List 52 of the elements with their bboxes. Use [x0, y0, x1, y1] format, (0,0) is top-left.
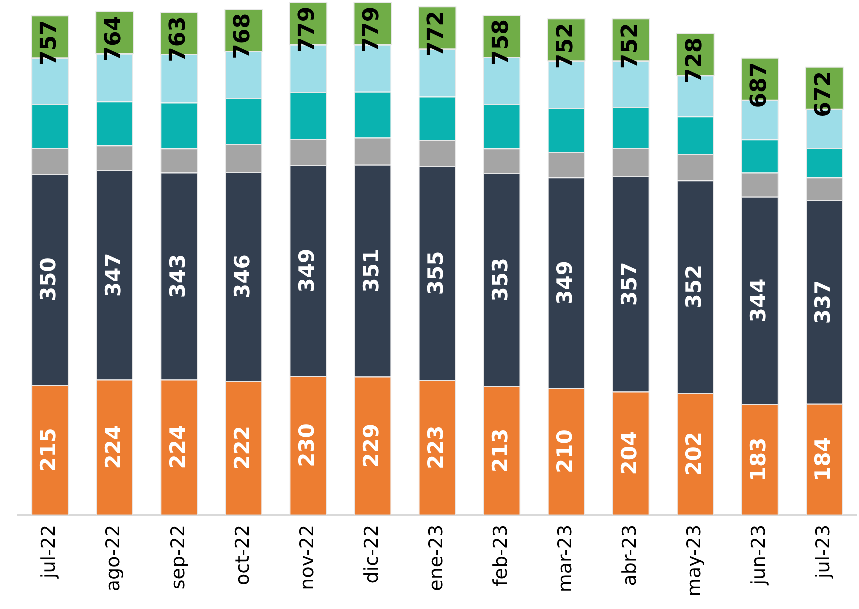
total-label: 772: [424, 11, 450, 58]
data-label: 349: [553, 260, 578, 305]
data-label: 346: [230, 254, 254, 298]
x-tick-label: ago-22: [102, 524, 125, 592]
total-label: 779: [295, 6, 320, 53]
x-tick-label: feb-23: [490, 524, 512, 586]
data-label: 204: [618, 431, 642, 476]
x-tick-label: ene-23: [425, 524, 448, 592]
data-label: 224: [166, 425, 190, 470]
total-label: 752: [553, 23, 578, 70]
x-tick-label: abr-23: [619, 524, 642, 586]
data-label: 347: [101, 253, 126, 297]
total-label: 763: [166, 16, 192, 62]
data-label: 213: [488, 428, 512, 473]
data-label: 222: [230, 426, 254, 470]
data-label: 183: [746, 438, 771, 482]
total-label: 728: [682, 38, 708, 84]
data-label: 343: [166, 254, 190, 298]
x-tick-label: mar-23: [554, 524, 577, 593]
data-label: 337: [811, 280, 836, 324]
x-tick-label: jul-23: [812, 524, 835, 580]
data-label: 352: [682, 264, 706, 309]
data-label: 350: [36, 258, 61, 302]
total-label: 752: [618, 23, 643, 70]
total-label: 768: [230, 13, 256, 60]
data-label: 210: [553, 430, 578, 474]
total-label: 757: [36, 20, 62, 66]
total-label: 758: [488, 20, 514, 66]
data-label: 344: [746, 278, 771, 323]
data-label: 349: [294, 248, 319, 293]
data-label: 224: [101, 425, 126, 470]
total-label: 687: [746, 62, 772, 108]
total-label: 672: [811, 71, 836, 118]
x-tick-label: may-23: [684, 524, 706, 598]
total-label: 779: [360, 6, 385, 53]
data-label: 357: [618, 262, 642, 306]
x-tick-label: jul-22: [38, 524, 60, 580]
x-tick-label: sep-22: [167, 524, 190, 590]
data-label: 355: [424, 251, 448, 296]
x-tick-label: dic-22: [360, 524, 383, 584]
total-label: 764: [102, 16, 127, 62]
data-label: 202: [682, 432, 706, 476]
x-tick-label: nov-22: [296, 524, 318, 590]
data-label: 184: [811, 437, 836, 482]
data-label: 223: [424, 426, 448, 470]
x-tick-label: jun-23: [748, 524, 770, 586]
data-label: 215: [36, 428, 61, 472]
data-label: 353: [488, 258, 512, 302]
x-tick-label: oct-22: [232, 524, 254, 586]
data-label: 229: [359, 424, 384, 468]
data-label: 230: [294, 424, 319, 468]
data-label: 351: [359, 248, 384, 293]
